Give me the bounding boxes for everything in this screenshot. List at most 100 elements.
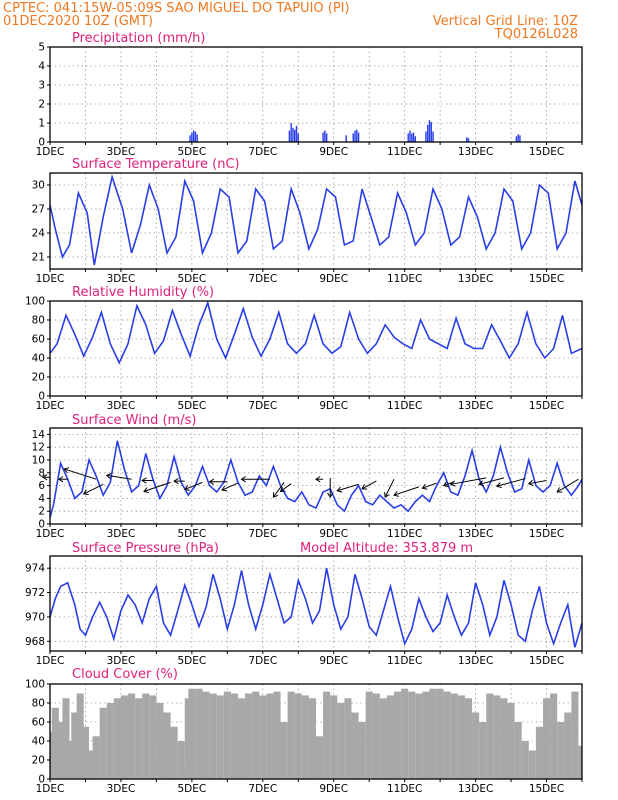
wind-xtick-label: 11DEC (387, 528, 422, 540)
pressure-ytick-label: 970 (25, 611, 45, 623)
pressure-xtick-label: 7DEC (248, 655, 277, 667)
cloud-xtick-label: 5DEC (177, 783, 206, 795)
cloud-bar (415, 693, 423, 779)
rh-xtick-label: 9DEC (319, 400, 348, 412)
cloud-bar (571, 691, 579, 779)
rh-ytick-label: 20 (32, 372, 45, 384)
wind-arrowhead (527, 479, 534, 487)
cloud-bar (443, 691, 451, 779)
wind-arrowhead (327, 492, 334, 499)
cloud-bar (528, 750, 536, 779)
pressure-xtick-label: 13DEC (458, 655, 493, 667)
wind-xtick-label: 9DEC (319, 528, 348, 540)
cloud-bar (557, 722, 565, 779)
wind-ytick-label: 4 (38, 493, 45, 505)
temp-xtick-label: 9DEC (319, 273, 348, 285)
precip-bar (295, 125, 298, 142)
wind-arrow (83, 483, 104, 495)
precip-bar (517, 134, 519, 142)
cloud-bar (351, 712, 359, 779)
cloud-bar (429, 688, 437, 779)
precip-bar (519, 135, 521, 142)
precip-bar (297, 133, 299, 142)
cloud-bar (514, 722, 522, 779)
rh-ytick-label: 100 (25, 296, 45, 308)
wind-xtick-label: 15DEC (529, 528, 564, 540)
precip-bar (192, 130, 195, 142)
precip-bar (430, 122, 432, 142)
precip-bar (432, 131, 434, 142)
pressure-frame (49, 555, 583, 652)
wind-arrowhead (361, 484, 368, 490)
precip-bar (196, 134, 198, 142)
precip-bar (357, 132, 360, 142)
rh-ytick-label: 60 (32, 334, 45, 346)
precip-bar (325, 133, 328, 142)
precip-bar (194, 131, 197, 142)
wind-arrow (143, 481, 171, 492)
wind-arrow (221, 482, 239, 491)
wind-xtick-label: 5DEC (177, 528, 206, 540)
cloud-xtick-label: 13DEC (458, 783, 493, 795)
precip-ytick-label: 0 (38, 137, 45, 149)
cloud-bar (51, 707, 59, 779)
rh-xtick-label: 5DEC (177, 400, 206, 412)
cloud-bar (149, 695, 157, 779)
wind-arrowhead (495, 482, 502, 489)
cloud-bar (344, 698, 352, 779)
cloud-bar (156, 703, 164, 779)
precip-bar (354, 130, 356, 142)
wind-arrow (361, 480, 377, 490)
pressure-panel: 968 970 972 974 1DEC 3DEC 5DEC 7DEC 9DEC 11DEC 13D… (25, 555, 583, 667)
precip-bar (191, 132, 193, 142)
cloud-bar (422, 691, 430, 779)
cloud-bar (535, 726, 543, 779)
temp-ytick-label: 21 (32, 252, 45, 264)
cloud-bar (195, 688, 203, 779)
cloud-bar (273, 691, 281, 779)
wind-title: Surface Wind (m/s) (72, 413, 196, 428)
cloud-bar (379, 698, 387, 779)
precip-bar (425, 131, 427, 142)
cloud-xtick-label: 1DEC (36, 783, 65, 795)
precip-ytick-label: 2 (38, 99, 45, 111)
precip-bar (411, 133, 413, 142)
wind-arrow (556, 478, 579, 493)
cloud-bar (450, 693, 458, 779)
cloud-bar (372, 693, 380, 779)
wind-arrowhead (143, 487, 149, 494)
temp-ytick-label: 24 (32, 228, 46, 240)
precip-bar (322, 132, 324, 142)
cloud-ytick-label: 40 (32, 736, 45, 748)
wind-xtick-label: 7DEC (248, 528, 277, 540)
precip-bar (409, 130, 411, 142)
wind-arrowhead (315, 476, 321, 483)
rh-xtick-label: 7DEC (248, 400, 277, 412)
temp-ytick-label: 27 (32, 204, 45, 216)
pressure-xtick-label: 5DEC (177, 655, 206, 667)
cloud-bar (142, 693, 150, 779)
cloud-bar (486, 693, 494, 779)
cloud-bar (464, 698, 473, 779)
cloud-bar (308, 698, 316, 779)
cloud-bar (493, 695, 501, 779)
wind-arrow (393, 486, 420, 496)
temp-xtick-label: 1DEC (36, 273, 65, 285)
precip-panel: 0 1 2 3 4 5 1DEC 3DEC 5DEC 7DEC 9DEC 11DEC 13DEC 15DE… (36, 42, 583, 158)
cloud-bar (394, 691, 402, 779)
cloud-bar (223, 691, 231, 779)
cloud-bar (564, 712, 572, 779)
wind-ytick-label: 8 (38, 467, 45, 479)
precip-bar (356, 129, 358, 142)
wind-arrow (280, 483, 292, 492)
cloud-bar (209, 693, 217, 779)
rh-frame (49, 300, 583, 397)
cloud-bar (542, 698, 551, 779)
cloud-bar (202, 691, 210, 779)
wind-arrowhead (82, 489, 89, 495)
cloud-title: Cloud Cover (%) (72, 667, 178, 682)
wind-arrowhead (63, 467, 70, 474)
pressure-xtick-label: 11DEC (387, 655, 422, 667)
